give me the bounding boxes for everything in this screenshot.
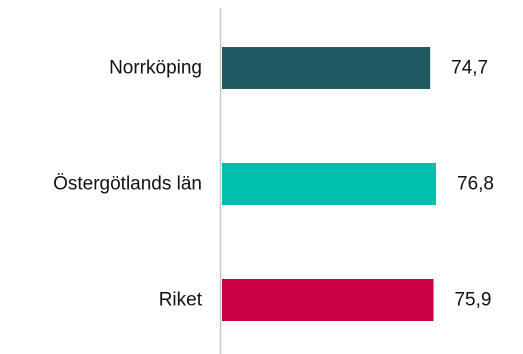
- category-labels-group: Norrköping Östergötlands län Riket: [53, 58, 203, 311]
- value-label-1: 76,8: [457, 174, 494, 195]
- bar-1: [222, 163, 436, 205]
- category-label-0: Norrköping: [109, 58, 202, 79]
- bar-2: [222, 279, 433, 321]
- bars-group: [222, 47, 436, 321]
- value-labels-group: 74,7 76,8 75,9: [451, 58, 494, 311]
- value-label-0: 74,7: [451, 58, 488, 79]
- value-label-2: 75,9: [454, 290, 491, 311]
- category-label-1: Östergötlands län: [53, 174, 202, 195]
- bar-0: [222, 47, 430, 89]
- category-label-2: Riket: [159, 290, 203, 311]
